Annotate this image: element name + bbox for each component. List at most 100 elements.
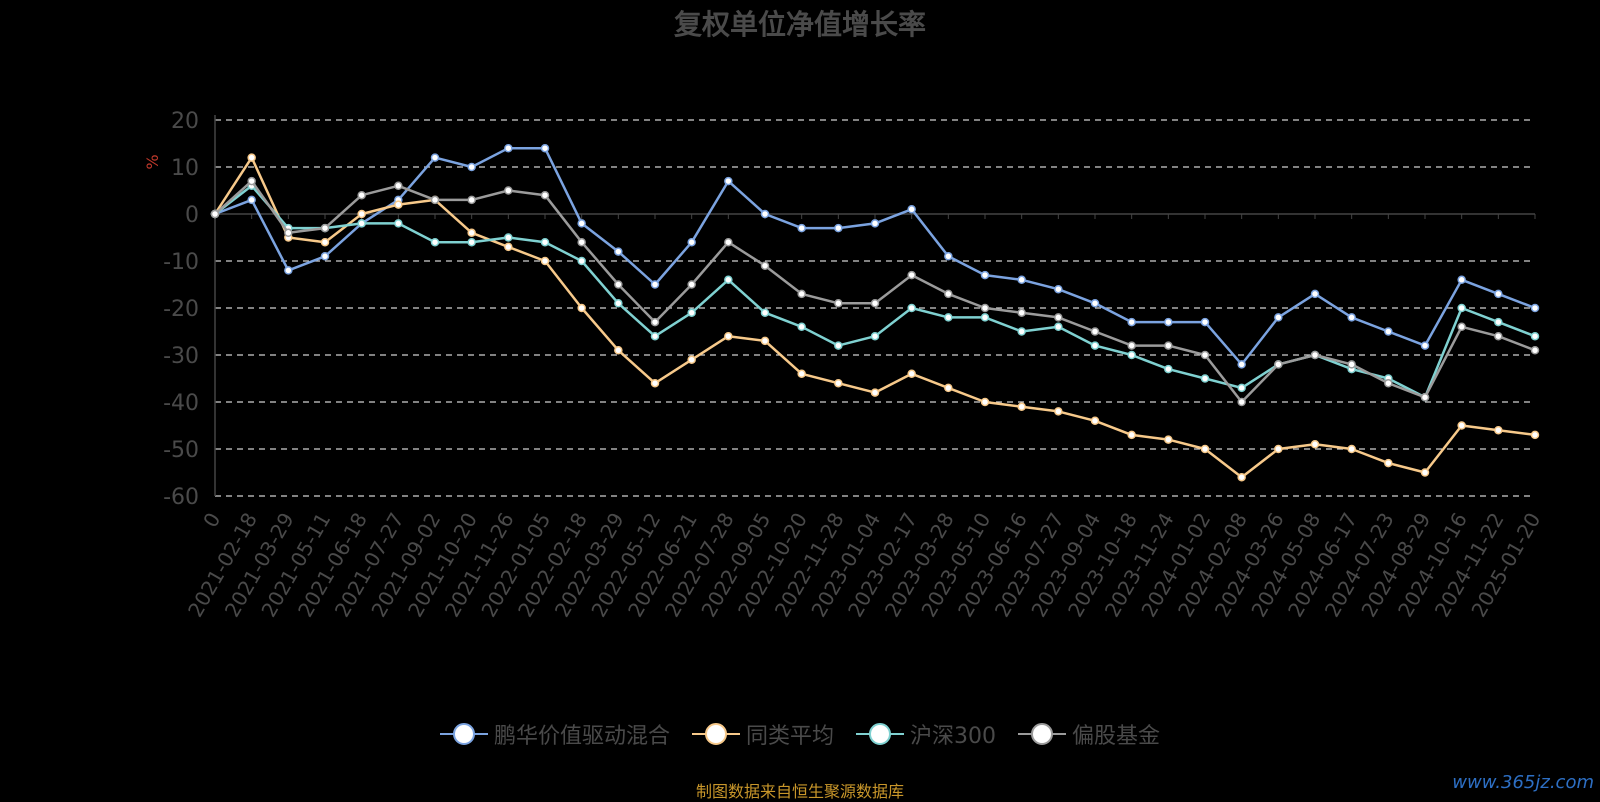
data-point — [394, 219, 403, 228]
data-point — [907, 270, 916, 280]
data-point — [1310, 350, 1320, 360]
y-tick-label: -30 — [163, 344, 199, 369]
data-point — [834, 378, 843, 388]
data-point — [1347, 444, 1356, 454]
data-point — [540, 237, 550, 247]
data-point — [1090, 341, 1100, 350]
legend-label: 偏股基金 — [1072, 724, 1161, 749]
data-point — [760, 308, 770, 317]
data-point — [944, 252, 953, 261]
y-tick-label: -60 — [163, 485, 199, 510]
data-point — [1017, 402, 1026, 411]
data-point — [1237, 472, 1246, 482]
data-point — [1127, 341, 1136, 350]
data-point — [1017, 327, 1026, 336]
data-point — [1164, 435, 1173, 444]
data-point — [357, 209, 366, 219]
legend-marker-icon — [1018, 723, 1066, 745]
data-point — [1237, 360, 1246, 369]
data-point — [1457, 303, 1466, 313]
legend-item-csi300[interactable]: 沪深300 — [856, 718, 996, 750]
data-point — [980, 397, 990, 407]
data-point — [1090, 327, 1100, 336]
data-point — [1017, 308, 1026, 317]
data-point — [687, 237, 696, 247]
data-point — [650, 378, 660, 388]
y-tick-label: -20 — [163, 297, 199, 322]
data-point — [1420, 341, 1430, 350]
data-point — [504, 242, 513, 252]
data-point — [1494, 331, 1503, 341]
data-point — [504, 186, 513, 195]
data-point — [614, 280, 623, 289]
data-point — [247, 176, 256, 186]
data-point — [504, 143, 513, 153]
data-point — [1237, 383, 1246, 393]
data-point — [870, 331, 880, 341]
data-point — [760, 261, 770, 270]
data-point — [614, 247, 623, 256]
legend-item-fund[interactable]: 鹏华价值驱动混合 — [439, 718, 670, 750]
data-point — [797, 369, 806, 379]
data-point — [577, 219, 586, 228]
data-point — [540, 256, 550, 266]
data-point — [1457, 275, 1466, 285]
data-point — [944, 289, 953, 299]
data-point — [797, 223, 806, 233]
data-point — [540, 143, 550, 153]
data-point — [1054, 322, 1063, 332]
data-point — [1310, 289, 1320, 299]
data-point — [870, 219, 880, 228]
data-point — [907, 205, 916, 214]
data-point — [724, 237, 733, 247]
watermark: www.365jz.com — [1452, 772, 1594, 793]
data-point — [1090, 299, 1100, 308]
data-point — [1017, 275, 1026, 285]
data-point — [247, 153, 256, 162]
data-point — [980, 303, 990, 313]
legend-marker-icon — [439, 723, 488, 745]
data-point — [1200, 350, 1210, 360]
data-point — [650, 280, 660, 289]
data-point — [724, 331, 733, 341]
data-point — [1347, 360, 1356, 369]
data-point — [650, 331, 660, 341]
y-tick-label: 0 — [185, 203, 199, 228]
series-line-1 — [213, 156, 1536, 479]
data-point — [504, 233, 513, 242]
legend-item-equity-funds[interactable]: 偏股基金 — [1018, 718, 1160, 750]
data-point — [430, 153, 440, 162]
legend-item-peer-average[interactable]: 同类平均 — [691, 718, 834, 750]
legend-label: 同类平均 — [745, 724, 834, 749]
data-point — [284, 266, 293, 275]
data-point — [944, 383, 953, 393]
data-point — [247, 195, 256, 205]
data-point — [540, 190, 550, 200]
data-point — [1494, 289, 1503, 299]
data-point — [760, 336, 770, 346]
data-point — [1494, 317, 1503, 327]
data-point — [1127, 350, 1136, 360]
data-point — [980, 270, 990, 280]
y-axis-label: % — [143, 154, 162, 169]
data-point — [1200, 374, 1210, 383]
data-point — [1274, 313, 1283, 322]
data-point — [1530, 303, 1540, 313]
data-point — [577, 237, 586, 247]
data-point — [1457, 322, 1466, 332]
data-point — [1347, 313, 1356, 322]
data-point — [760, 209, 770, 219]
data-point — [1530, 331, 1540, 341]
data-source-note: 制图数据来自恒生聚源数据库 — [695, 782, 904, 801]
data-point — [834, 299, 843, 308]
y-tick-label: 10 — [171, 156, 199, 181]
data-point — [1054, 313, 1063, 322]
data-point — [577, 256, 586, 266]
data-point — [284, 228, 293, 238]
x-tick-label: 0 — [198, 509, 225, 532]
data-point — [650, 317, 660, 327]
data-point — [1530, 430, 1540, 440]
data-point — [1164, 317, 1173, 327]
legend-label: 鹏华价值驱动混合 — [493, 724, 670, 749]
